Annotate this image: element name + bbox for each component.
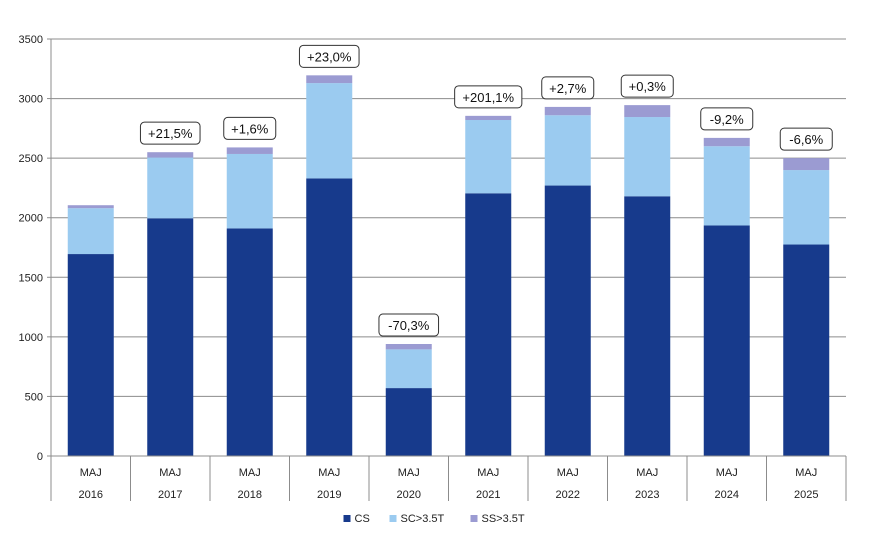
x-year-label: 2023 (635, 489, 659, 501)
x-category-label: MAJ (398, 467, 420, 479)
x-year-label: 2017 (158, 489, 182, 501)
bar-ss-3-5t-2017 (147, 152, 194, 158)
x-year-label: 2021 (476, 489, 500, 501)
bar-ss-3-5t-2021 (465, 115, 512, 121)
annotation-label: -9,2% (710, 112, 744, 127)
bar-cs-2025 (783, 244, 830, 456)
bar-cs-2021 (465, 193, 512, 457)
annotation-label: +23,0% (307, 49, 352, 64)
x-category-label: MAJ (318, 467, 340, 479)
y-tick-label: 0 (37, 451, 43, 463)
bar-sc-3-5t-2018 (226, 153, 273, 229)
bar-sc-3-5t-2016 (67, 208, 114, 255)
annotation-box (779, 127, 833, 151)
axes: 0 500 1000 1500 2000 2500 3000 3500 MAJ 2016 MAJ 20… (19, 34, 847, 501)
x-category-label: MAJ (477, 467, 499, 479)
annotation-box (541, 76, 595, 100)
bar-cs-2019 (306, 178, 353, 456)
bars (67, 75, 830, 457)
bar-sc-3-5t-2024 (703, 146, 750, 226)
bar-ss-3-5t-2019 (306, 75, 353, 84)
annotation-label: +1,6% (231, 121, 269, 136)
bar-cs-2016 (67, 254, 114, 456)
annotation-box (298, 44, 360, 68)
bar-ss-3-5t-2025 (783, 158, 830, 171)
y-tick-label: 1500 (19, 272, 43, 284)
x-year-label: 2018 (238, 489, 262, 501)
x-category-label: MAJ (239, 467, 261, 479)
x-year-label: 2020 (397, 489, 421, 501)
bar-sc-3-5t-2017 (147, 157, 194, 219)
bar-sc-3-5t-2025 (783, 170, 830, 245)
x-year-label: 2025 (794, 489, 818, 501)
bar-cs-2018 (226, 228, 273, 456)
bar-sc-3-5t-2019 (306, 83, 353, 179)
bar-ss-3-5t-2018 (226, 147, 273, 154)
y-tick-label: 1000 (19, 332, 43, 344)
bar-ss-3-5t-2024 (703, 137, 750, 147)
y-tick-label: 500 (25, 391, 43, 403)
annotation-box (139, 121, 201, 145)
bar-cs-2017 (147, 218, 194, 456)
annotation-box (620, 74, 674, 98)
y-tick-label: 3000 (19, 94, 43, 106)
x-category-label: MAJ (795, 467, 817, 479)
bar-ss-3-5t-2023 (624, 105, 671, 118)
legend-label: SC>3.5T (401, 513, 445, 525)
bar-cs-2022 (544, 185, 591, 456)
bar-cs-2024 (703, 225, 750, 456)
annotation-box (378, 313, 440, 337)
y-tick-label: 2500 (19, 153, 43, 165)
legend-label: CS (355, 513, 370, 525)
annotation-label: -70,3% (388, 318, 430, 333)
bar-sc-3-5t-2022 (544, 115, 591, 186)
bar-ss-3-5t-2016 (67, 205, 114, 209)
x-category-label: MAJ (557, 467, 579, 479)
bar-cs-2023 (624, 196, 671, 457)
legend-swatch-cs (343, 515, 351, 522)
x-category-label: MAJ (716, 467, 738, 479)
annotation-box (223, 116, 277, 140)
annotation-box (700, 107, 754, 131)
annotation-label: -6,6% (789, 132, 823, 147)
x-category-label: MAJ (159, 467, 181, 479)
annotation-box (454, 85, 523, 109)
annotation-label: +201,1% (462, 90, 514, 105)
annotation-label: +21,5% (148, 126, 193, 141)
bar-sc-3-5t-2021 (465, 120, 512, 194)
x-year-label: 2019 (317, 489, 341, 501)
x-category-label: MAJ (80, 467, 102, 479)
annotation-label: +0,3% (629, 79, 667, 94)
bar-sc-3-5t-2020 (385, 349, 432, 389)
bar-ss-3-5t-2022 (544, 106, 591, 116)
bar-cs-2020 (385, 388, 432, 456)
legend-label: SS>3.5T (482, 513, 525, 525)
legend-swatch-sc-3-5t (389, 515, 397, 522)
annotation-label: +2,7% (549, 81, 587, 96)
x-category-label: MAJ (636, 467, 658, 479)
x-year-label: 2016 (79, 489, 103, 501)
y-tick-label: 2000 (19, 213, 43, 225)
x-year-label: 2022 (556, 489, 580, 501)
bar-ss-3-5t-2020 (385, 344, 432, 350)
x-year-label: 2024 (715, 489, 739, 501)
y-tick-label: 3500 (19, 34, 43, 46)
legend-swatch-ss-3-5t (470, 515, 478, 522)
legend: CS SC>3.5T SS>3.5T (343, 513, 525, 525)
bar-sc-3-5t-2023 (624, 117, 671, 197)
annotations: +21,5% +1,6% +23,0% -70,3% +201,1% +2,7% +0,3%… (139, 44, 833, 337)
